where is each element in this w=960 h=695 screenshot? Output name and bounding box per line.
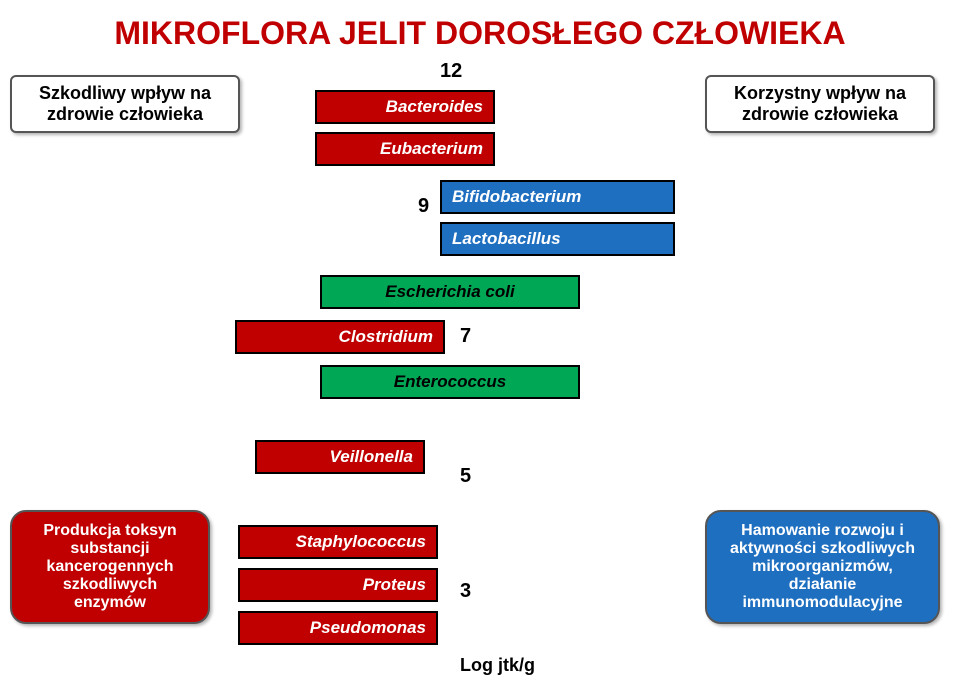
marker-5: 5 [460, 465, 471, 488]
bar-lacto-label: Lactobacillus [452, 229, 561, 249]
callout-toxins: Produkcja toksyn substancji kancerogenny… [10, 510, 210, 624]
marker-9: 9 [418, 195, 429, 218]
bar-pseudomonas: Pseudomonas [238, 611, 438, 645]
callout-beneficial-text: Korzystny wpływ na zdrowie człowieka [734, 83, 906, 124]
marker-7: 7 [460, 325, 471, 348]
bar-ecoli-label: Escherichia coli [385, 282, 514, 302]
page-title: MIKROFLORA JELIT DOROSŁEGO CZŁOWIEKA [0, 15, 960, 52]
axis-label: Log jtk/g [460, 655, 535, 676]
marker-3: 3 [460, 580, 471, 603]
bar-staph: Staphylococcus [238, 525, 438, 559]
bar-eubacterium: Eubacterium [315, 132, 495, 166]
bar-enterococcus-label: Enterococcus [394, 372, 506, 392]
bar-veillonella: Veillonella [255, 440, 425, 474]
bar-staph-label: Staphylococcus [296, 532, 426, 552]
bar-clostridium: Clostridium [235, 320, 445, 354]
bar-proteus-label: Proteus [363, 575, 426, 595]
callout-inhibit: Hamowanie rozwoju i aktywności szkodliwy… [705, 510, 940, 624]
bar-bacteroides: Bacteroides [315, 90, 495, 124]
callout-inhibit-text: Hamowanie rozwoju i aktywności szkodliwy… [730, 522, 915, 611]
marker-12: 12 [440, 60, 462, 83]
callout-beneficial: Korzystny wpływ na zdrowie człowieka [705, 75, 935, 133]
bar-eubacterium-label: Eubacterium [380, 139, 483, 159]
bar-ecoli: Escherichia coli [320, 275, 580, 309]
bar-veillonella-label: Veillonella [330, 447, 413, 467]
bar-lacto: Lactobacillus [440, 222, 675, 256]
callout-toxins-text: Produkcja toksyn substancji kancerogenny… [43, 522, 176, 611]
bar-bifido-label: Bifidobacterium [452, 187, 581, 207]
bar-clostridium-label: Clostridium [339, 327, 433, 347]
bar-bifido: Bifidobacterium [440, 180, 675, 214]
bar-pseudomonas-label: Pseudomonas [310, 618, 426, 638]
bar-bacteroides-label: Bacteroides [386, 97, 483, 117]
bar-enterococcus: Enterococcus [320, 365, 580, 399]
callout-harmful: Szkodliwy wpływ na zdrowie człowieka [10, 75, 240, 133]
bar-proteus: Proteus [238, 568, 438, 602]
callout-harmful-text: Szkodliwy wpływ na zdrowie człowieka [39, 83, 211, 124]
